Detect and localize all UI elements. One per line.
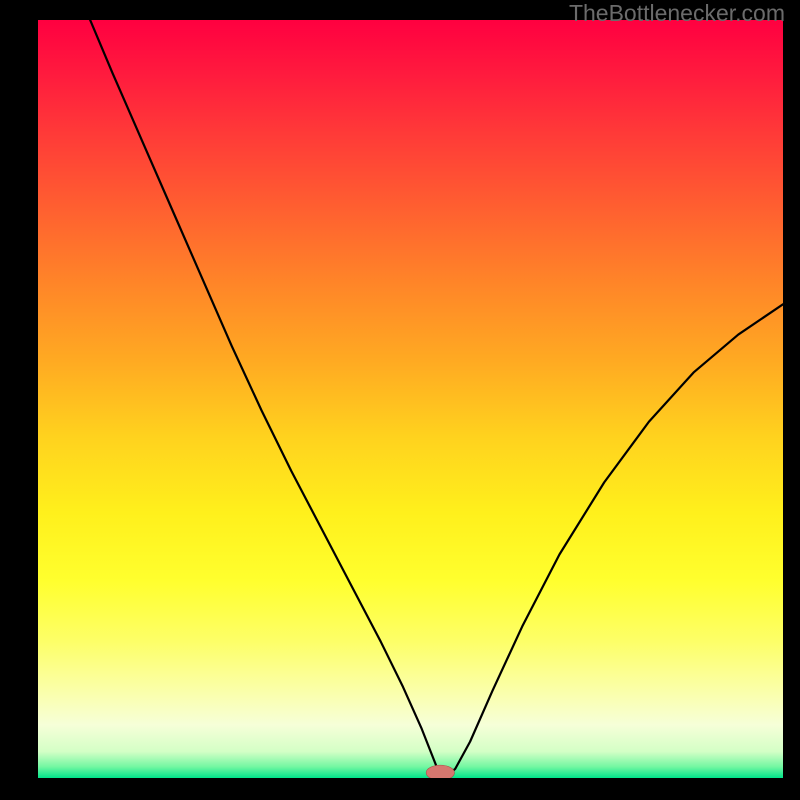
plot-area [38,20,783,778]
gradient-background [38,20,783,778]
optimal-point-marker [426,765,454,778]
watermark-text: TheBottlenecker.com [569,0,785,27]
bottleneck-chart [38,20,783,778]
chart-frame: TheBottlenecker.com [0,0,800,800]
